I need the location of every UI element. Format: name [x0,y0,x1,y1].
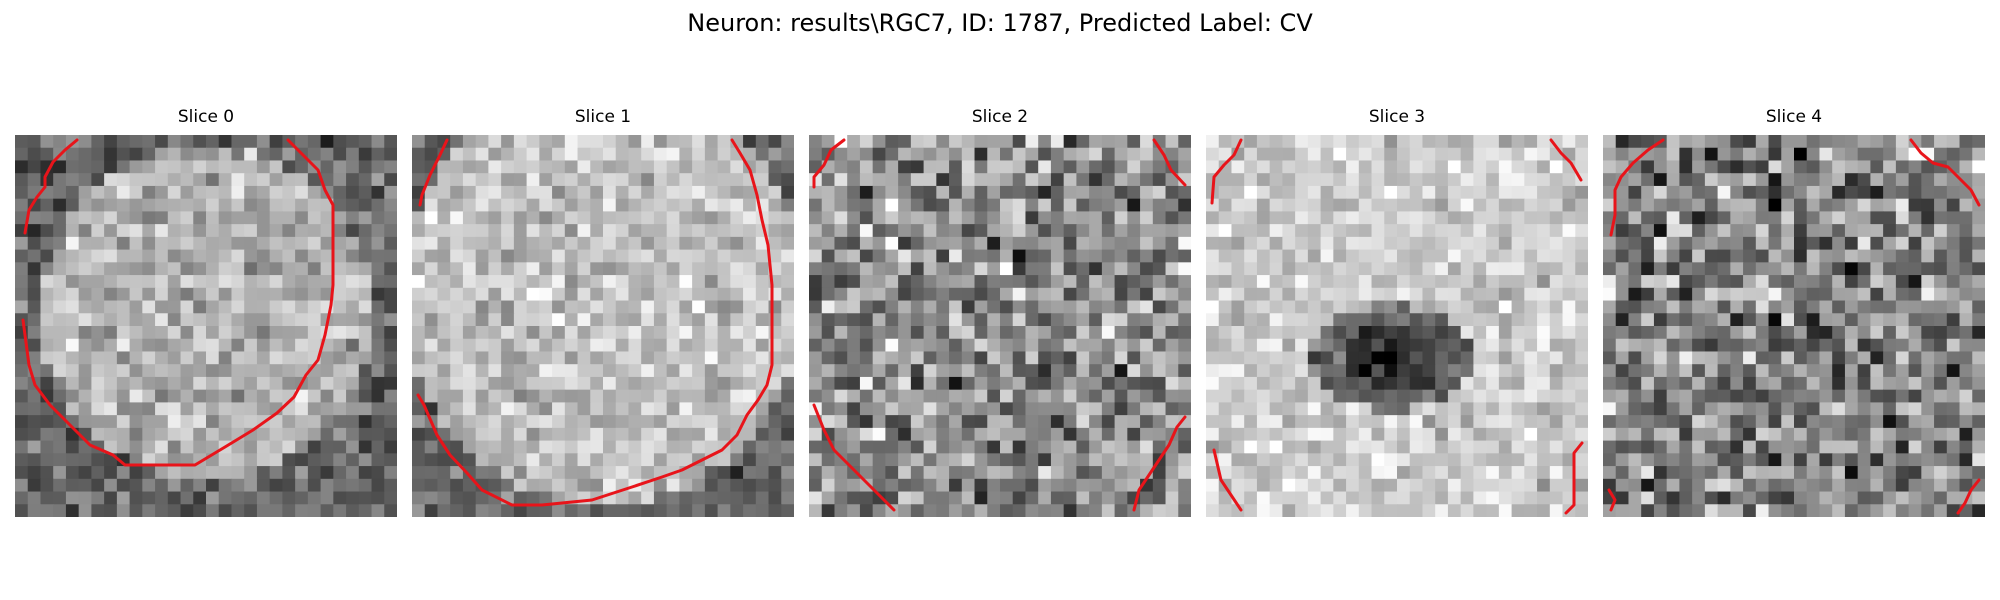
slice-title: Slice 0 [177,107,235,127]
contour-line [1152,138,1187,187]
slice-image-0 [15,135,397,517]
contour-line [812,403,896,512]
figure-title: Neuron: results\RGC7, ID: 1787, Predicte… [687,9,1313,37]
contour-line [23,138,79,235]
slice-panel-4: Slice 4 [1603,107,1985,517]
slice-title: Slice 1 [574,107,632,127]
slice-image-3 [1206,135,1588,517]
slice-image-1 [412,135,794,517]
contour-line [1132,415,1187,512]
slice-title: Slice 3 [1368,107,1426,127]
contour-line [1210,138,1243,205]
contour-line [1909,138,1981,207]
contour-line [1564,441,1584,515]
slice-image-2 [809,135,1191,517]
contour-line [812,138,846,189]
contour-line [1607,488,1617,512]
slice-panel-0: Slice 0 [15,107,397,517]
contour-line [21,138,335,467]
slice-panel-3: Slice 3 [1206,107,1588,517]
contour-line [1212,448,1243,512]
slice-title: Slice 4 [1765,107,1823,127]
contour-line [418,138,449,207]
contour-line [1609,138,1665,237]
slice-panel-2: Slice 2 [809,107,1191,517]
slice-image-4 [1603,135,1985,517]
slice-title: Slice 2 [971,107,1029,127]
contour-line [1956,478,1981,515]
slice-panel-1: Slice 1 [412,107,794,517]
contour-line [1549,138,1583,182]
contour-line [416,138,774,507]
